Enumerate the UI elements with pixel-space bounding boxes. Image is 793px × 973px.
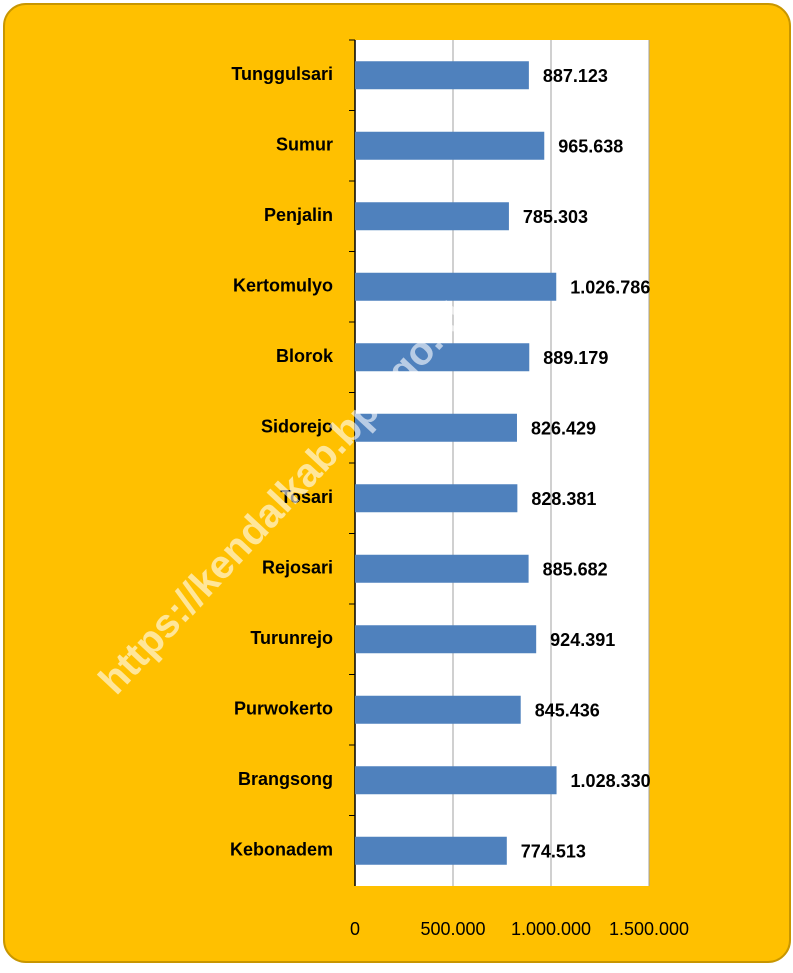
- value-label: 924.391: [550, 630, 615, 650]
- y-tick-label: Kebonadem: [230, 840, 333, 860]
- x-tick-label: 500.000: [420, 919, 485, 939]
- value-label: 1.026.786: [570, 278, 650, 298]
- bar: [355, 695, 521, 724]
- y-tick-label: Rejosari: [262, 558, 333, 578]
- value-label: 774.513: [521, 842, 586, 862]
- bar: [355, 766, 557, 795]
- bar: [355, 836, 507, 865]
- x-tick-label: 1.000.000: [511, 919, 591, 939]
- y-tick-label: Kertomulyo: [233, 276, 333, 296]
- value-label: 965.638: [558, 137, 623, 157]
- y-tick-label: Sidorejo: [261, 417, 333, 437]
- value-label: 826.429: [531, 419, 596, 439]
- value-label: 889.179: [543, 348, 608, 368]
- value-label: 1.028.330: [571, 771, 651, 791]
- y-tick-label: Brangsong: [238, 769, 333, 789]
- bar: [355, 484, 518, 513]
- value-label: 828.381: [531, 489, 596, 509]
- y-tick-label: Blorok: [276, 346, 334, 366]
- value-label: 885.682: [543, 560, 608, 580]
- bar: [355, 202, 509, 231]
- bar: [355, 131, 545, 160]
- bar: [355, 625, 537, 654]
- y-tick-label: Purwokerto: [234, 699, 333, 719]
- y-tick-label: Tosari: [280, 487, 333, 507]
- bar: [355, 343, 530, 372]
- y-tick-label: Sumur: [276, 135, 333, 155]
- y-tick-label: Turunrejo: [250, 628, 333, 648]
- plot-area: [355, 40, 649, 886]
- x-tick-label: 0: [350, 919, 360, 939]
- y-tick-label: Penjalin: [264, 205, 333, 225]
- bar: [355, 272, 557, 301]
- value-label: 785.303: [523, 207, 588, 227]
- y-tick-label: Tunggulsari: [231, 64, 333, 84]
- x-tick-label: 1.500.000: [609, 919, 689, 939]
- bar: [355, 554, 529, 583]
- bar: [355, 413, 517, 442]
- value-label: 887.123: [543, 66, 608, 86]
- value-label: 845.436: [535, 701, 600, 721]
- bar: [355, 61, 529, 90]
